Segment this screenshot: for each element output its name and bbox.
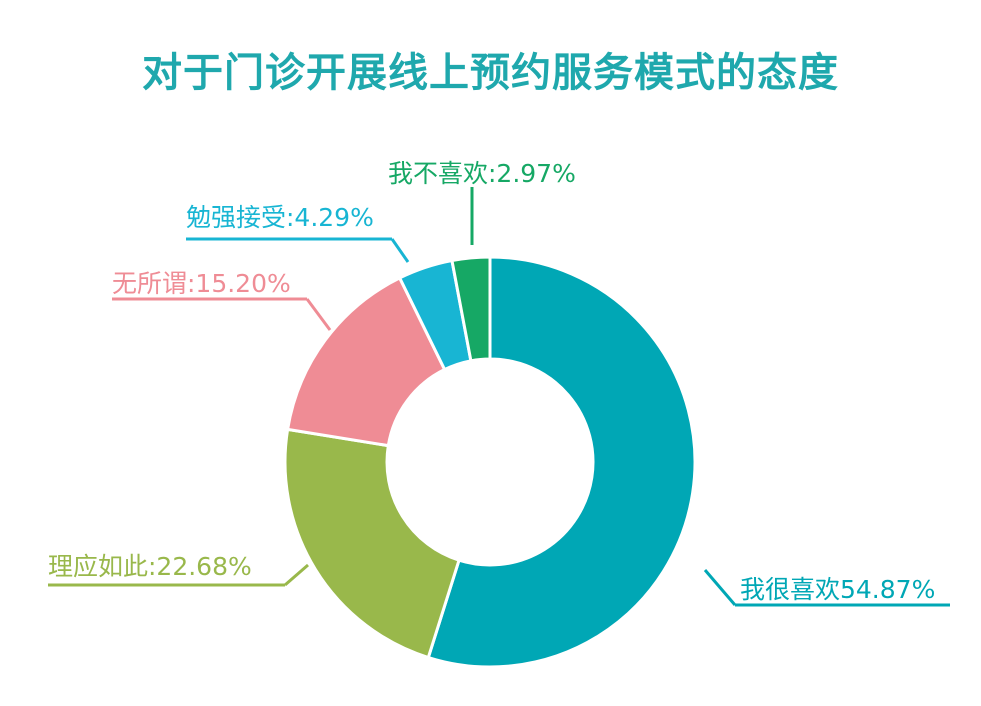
- slice-label: 我很喜欢54.87%: [740, 575, 935, 604]
- slice-label: 无所谓:15.20%: [112, 269, 291, 298]
- leader-line: [390, 238, 410, 263]
- slice-label: 理应如此:22.68%: [48, 552, 252, 581]
- donut-slice: [285, 275, 447, 448]
- slice-label: 勉强接受:4.29%: [186, 203, 374, 232]
- slice-label: 我不喜欢:2.97%: [388, 159, 576, 188]
- donut-slice: [426, 255, 697, 669]
- leader-line: [703, 569, 737, 606]
- leader-line: [284, 563, 309, 587]
- donut-slice: [450, 255, 492, 363]
- leader-line: [305, 298, 332, 331]
- donut-slice: [283, 427, 461, 660]
- chart-title: 对于门诊开展线上预约服务模式的态度: [142, 50, 839, 96]
